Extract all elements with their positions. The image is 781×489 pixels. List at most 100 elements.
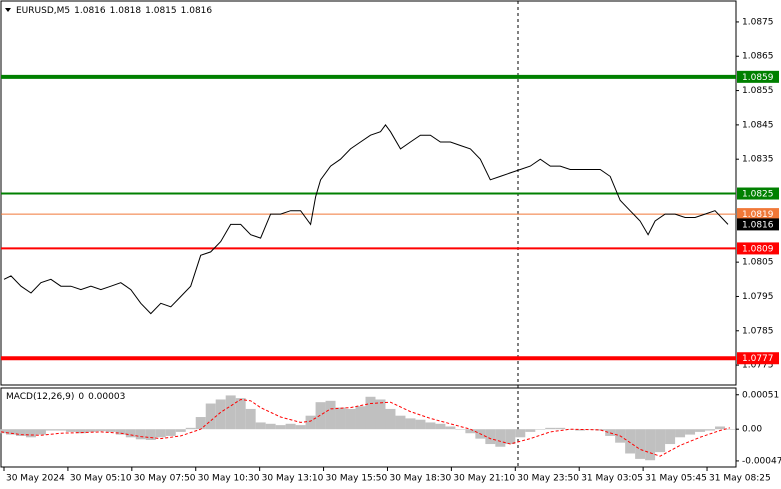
histogram-bar <box>15 429 26 436</box>
histogram-bar <box>675 429 686 438</box>
histogram-bar <box>575 429 586 431</box>
histogram-bar <box>515 429 526 438</box>
level-label: 1.0809 <box>742 244 774 254</box>
histogram-bar <box>195 417 206 430</box>
histogram-bar <box>525 429 536 432</box>
histogram-bar <box>405 418 416 430</box>
histogram-bar <box>55 429 66 431</box>
macd-reading: 0 <box>78 392 84 402</box>
last-price-tag <box>737 218 779 231</box>
menu-arrow <box>5 8 11 12</box>
histogram-bar <box>465 429 476 434</box>
level-label: 1.0825 <box>742 190 774 200</box>
ohlc-value: 1.0816 <box>181 6 213 16</box>
histogram-bar <box>625 429 636 454</box>
chart-title: EURUSD,M5 1.0816 1.0818 1.0815 1.0816 <box>16 6 212 16</box>
histogram-bar <box>115 429 126 435</box>
y-tick-label: 1.0805 <box>742 258 774 268</box>
histogram-bar <box>285 423 296 430</box>
y-tick-label: 0.00 <box>742 425 762 435</box>
histogram-bar <box>695 429 706 432</box>
histogram-bar <box>45 429 56 431</box>
histogram-bar <box>165 429 176 436</box>
histogram-bar <box>35 429 46 435</box>
histogram-bar <box>175 429 186 432</box>
histogram-bar <box>125 429 136 438</box>
histogram-bar <box>105 429 116 432</box>
histogram-bar <box>335 407 346 430</box>
histogram-bar <box>685 429 696 435</box>
x-tick-label: 30 May 15:50 <box>326 474 388 484</box>
histogram-bar <box>65 429 76 432</box>
x-tick-label: 30 May 07:50 <box>134 474 196 484</box>
histogram-bar <box>645 429 656 461</box>
histogram-bar <box>155 429 166 438</box>
histogram-bar <box>135 429 146 440</box>
x-tick-label: 30 May 05:10 <box>70 474 132 484</box>
x-tick-label: 30 May 21:10 <box>453 474 515 484</box>
x-tick-label: 31 May 08:25 <box>709 474 771 484</box>
signal-line <box>0 398 731 457</box>
histogram-bar <box>555 427 566 430</box>
histogram-bar <box>185 427 196 430</box>
level-tag <box>737 352 779 365</box>
histogram-bar <box>605 429 616 436</box>
histogram-bar <box>305 415 316 430</box>
histogram-bar <box>725 429 736 430</box>
level-label: 1.0777 <box>742 354 774 364</box>
histogram-bar <box>425 422 436 430</box>
histogram-bar <box>245 408 256 430</box>
histogram-bar <box>635 429 646 459</box>
histogram-bar <box>535 429 546 430</box>
macd-panel <box>0 387 737 468</box>
histogram-bar <box>455 429 466 430</box>
histogram-bar <box>85 429 96 432</box>
symbol: EURUSD,M5 <box>16 6 70 16</box>
histogram-bar <box>25 429 36 438</box>
level-label: 1.0859 <box>742 73 774 83</box>
y-tick-label: 1.0785 <box>742 326 774 336</box>
histogram-bar <box>145 429 156 440</box>
x-tick-label: 30 May 10:30 <box>198 474 260 484</box>
price-line <box>3 124 729 315</box>
histogram-bar <box>95 429 106 432</box>
histogram-bar <box>215 399 226 430</box>
y-tick-label: 1.0855 <box>742 86 774 96</box>
histogram-bar <box>445 426 456 430</box>
y-tick-label: 1.0835 <box>742 155 774 165</box>
histogram-bar <box>275 425 286 430</box>
level-tag <box>737 187 779 200</box>
y-tick-label: 0.00051 <box>742 390 779 400</box>
histogram-bar <box>0 429 6 434</box>
histogram-bar <box>585 429 596 430</box>
ohlc-value: 1.0816 <box>74 6 106 16</box>
histogram-bar <box>505 429 516 445</box>
histogram-bar <box>255 422 266 430</box>
histogram-bar <box>375 399 386 430</box>
histogram-bar <box>355 406 366 430</box>
histogram-bar <box>265 423 276 430</box>
indicator: MACD(12,26,9) <box>6 392 74 402</box>
histogram-bar <box>315 402 326 430</box>
histogram-bar <box>485 429 496 445</box>
x-tick-label: 30 May 23:50 <box>517 474 579 484</box>
histogram-bar <box>325 400 336 430</box>
y-tick-label: 1.0775 <box>742 361 774 371</box>
histogram-bar <box>5 429 16 435</box>
histogram-bar <box>715 426 726 430</box>
y-tick-label: 1.0865 <box>742 52 774 62</box>
histogram-bar <box>365 396 376 430</box>
histogram-bar <box>235 398 246 430</box>
x-tick-label: 30 May 2024 <box>6 474 65 484</box>
level-tag <box>737 208 779 221</box>
histogram-bar <box>595 429 606 431</box>
histogram-bar <box>545 427 556 430</box>
histogram-bar <box>345 408 356 430</box>
level-tag <box>737 70 779 83</box>
y-tick-label: 1.0795 <box>742 292 774 302</box>
histogram-bar <box>705 429 716 431</box>
x-tick-label: 30 May 13:10 <box>262 474 324 484</box>
